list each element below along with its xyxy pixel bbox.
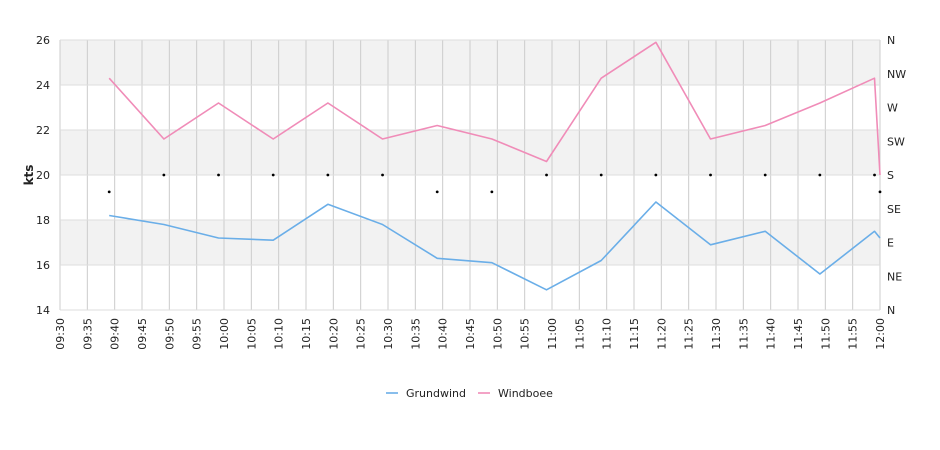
- x-tick-label: 10:10: [273, 318, 286, 350]
- direction-marker: [435, 190, 439, 194]
- series-line-windboee: [108, 41, 881, 176]
- x-tick-label: 10:05: [245, 318, 258, 350]
- direction-tick-label: N: [887, 34, 895, 47]
- direction-tick-label: SE: [887, 203, 901, 216]
- direction-marker: [107, 190, 111, 194]
- x-tick-label: 10:00: [218, 318, 231, 350]
- direction-tick-label: W: [887, 102, 898, 115]
- direction-tick-label: NW: [887, 68, 906, 81]
- x-tick-label: 11:15: [628, 318, 641, 350]
- x-tick-label: 11:30: [710, 318, 723, 350]
- direction-markers: [107, 173, 882, 194]
- direction-marker: [217, 173, 220, 177]
- direction-marker: [873, 173, 876, 177]
- direction-marker: [763, 173, 767, 177]
- direction-marker: [709, 173, 712, 177]
- x-tick-label: 11:20: [655, 318, 668, 350]
- direction-tick-label: E: [887, 237, 894, 250]
- x-tick-label: 11:45: [792, 318, 805, 350]
- x-tick-label: 11:50: [819, 318, 832, 350]
- x-tick-label: 09:35: [81, 318, 94, 350]
- y-tick-label: 16: [36, 259, 50, 272]
- direction-tick-label: NE: [887, 270, 902, 283]
- x-tick-label: 09:50: [163, 318, 176, 350]
- direction-marker: [545, 173, 548, 177]
- x-tick-label: 10:25: [355, 318, 368, 350]
- y-tick-label: 22: [36, 124, 50, 137]
- horizontal-grid: [60, 39, 880, 311]
- x-tick-label: 12:00: [874, 318, 887, 350]
- x-tick-label: 10:30: [382, 318, 395, 350]
- x-tick-label: 11:00: [546, 318, 559, 350]
- direction-tick-label: S: [887, 169, 894, 182]
- direction-marker: [818, 173, 822, 177]
- x-tick-label: 09:30: [54, 318, 67, 350]
- series-line-grundwind: [109, 201, 881, 291]
- x-tick-label: 10:35: [409, 318, 422, 350]
- legend-label: Windboee: [498, 387, 553, 400]
- x-tick-label: 09:40: [109, 318, 122, 350]
- x-tick-label: 10:40: [437, 318, 450, 350]
- legend: Grundwind Windboee: [386, 387, 553, 400]
- x-tick-label: 11:40: [765, 318, 778, 350]
- x-tick-label: 10:15: [300, 318, 313, 350]
- direction-marker: [490, 190, 494, 194]
- y-tick-label: 18: [36, 214, 50, 227]
- x-tick-label: 11:05: [573, 318, 586, 350]
- y-tick-label: 26: [36, 34, 50, 47]
- legend-label: Grundwind: [406, 387, 466, 400]
- direction-marker: [271, 173, 275, 177]
- direction-marker: [878, 190, 882, 194]
- direction-marker: [326, 173, 330, 177]
- x-tick-label: 11:25: [683, 318, 696, 350]
- x-tick-label: 11:55: [847, 318, 860, 350]
- y-axis-label: kts: [22, 165, 36, 186]
- y-axis-ticks: 26 24 22 20 18 16 14: [36, 34, 50, 317]
- x-tick-label: 10:45: [464, 318, 477, 350]
- direction-axis-ticks: N NW W SW S SE E NE N: [887, 34, 906, 317]
- y-tick-label: 24: [36, 79, 50, 92]
- direction-marker: [381, 173, 384, 177]
- x-tick-label: 10:20: [327, 318, 340, 350]
- x-tick-label: 11:35: [737, 318, 750, 350]
- y-tick-label: 14: [36, 304, 50, 317]
- x-tick-label: 11:10: [601, 318, 614, 350]
- direction-marker: [654, 173, 658, 177]
- series-lines: [108, 41, 881, 291]
- x-tick-label: 10:55: [519, 318, 532, 350]
- direction-tick-label: SW: [887, 135, 905, 148]
- y-tick-label: 20: [36, 169, 50, 182]
- direction-tick-label: N: [887, 304, 895, 317]
- direction-marker: [162, 173, 166, 177]
- x-tick-label: 09:45: [136, 318, 149, 350]
- x-tick-label: 10:50: [491, 318, 504, 350]
- x-tick-label: 09:55: [191, 318, 204, 350]
- x-axis-ticks: 09:30 09:35 09:40 09:45 09:50 09:55 10:00 10:05…: [54, 318, 887, 350]
- direction-marker: [599, 173, 603, 177]
